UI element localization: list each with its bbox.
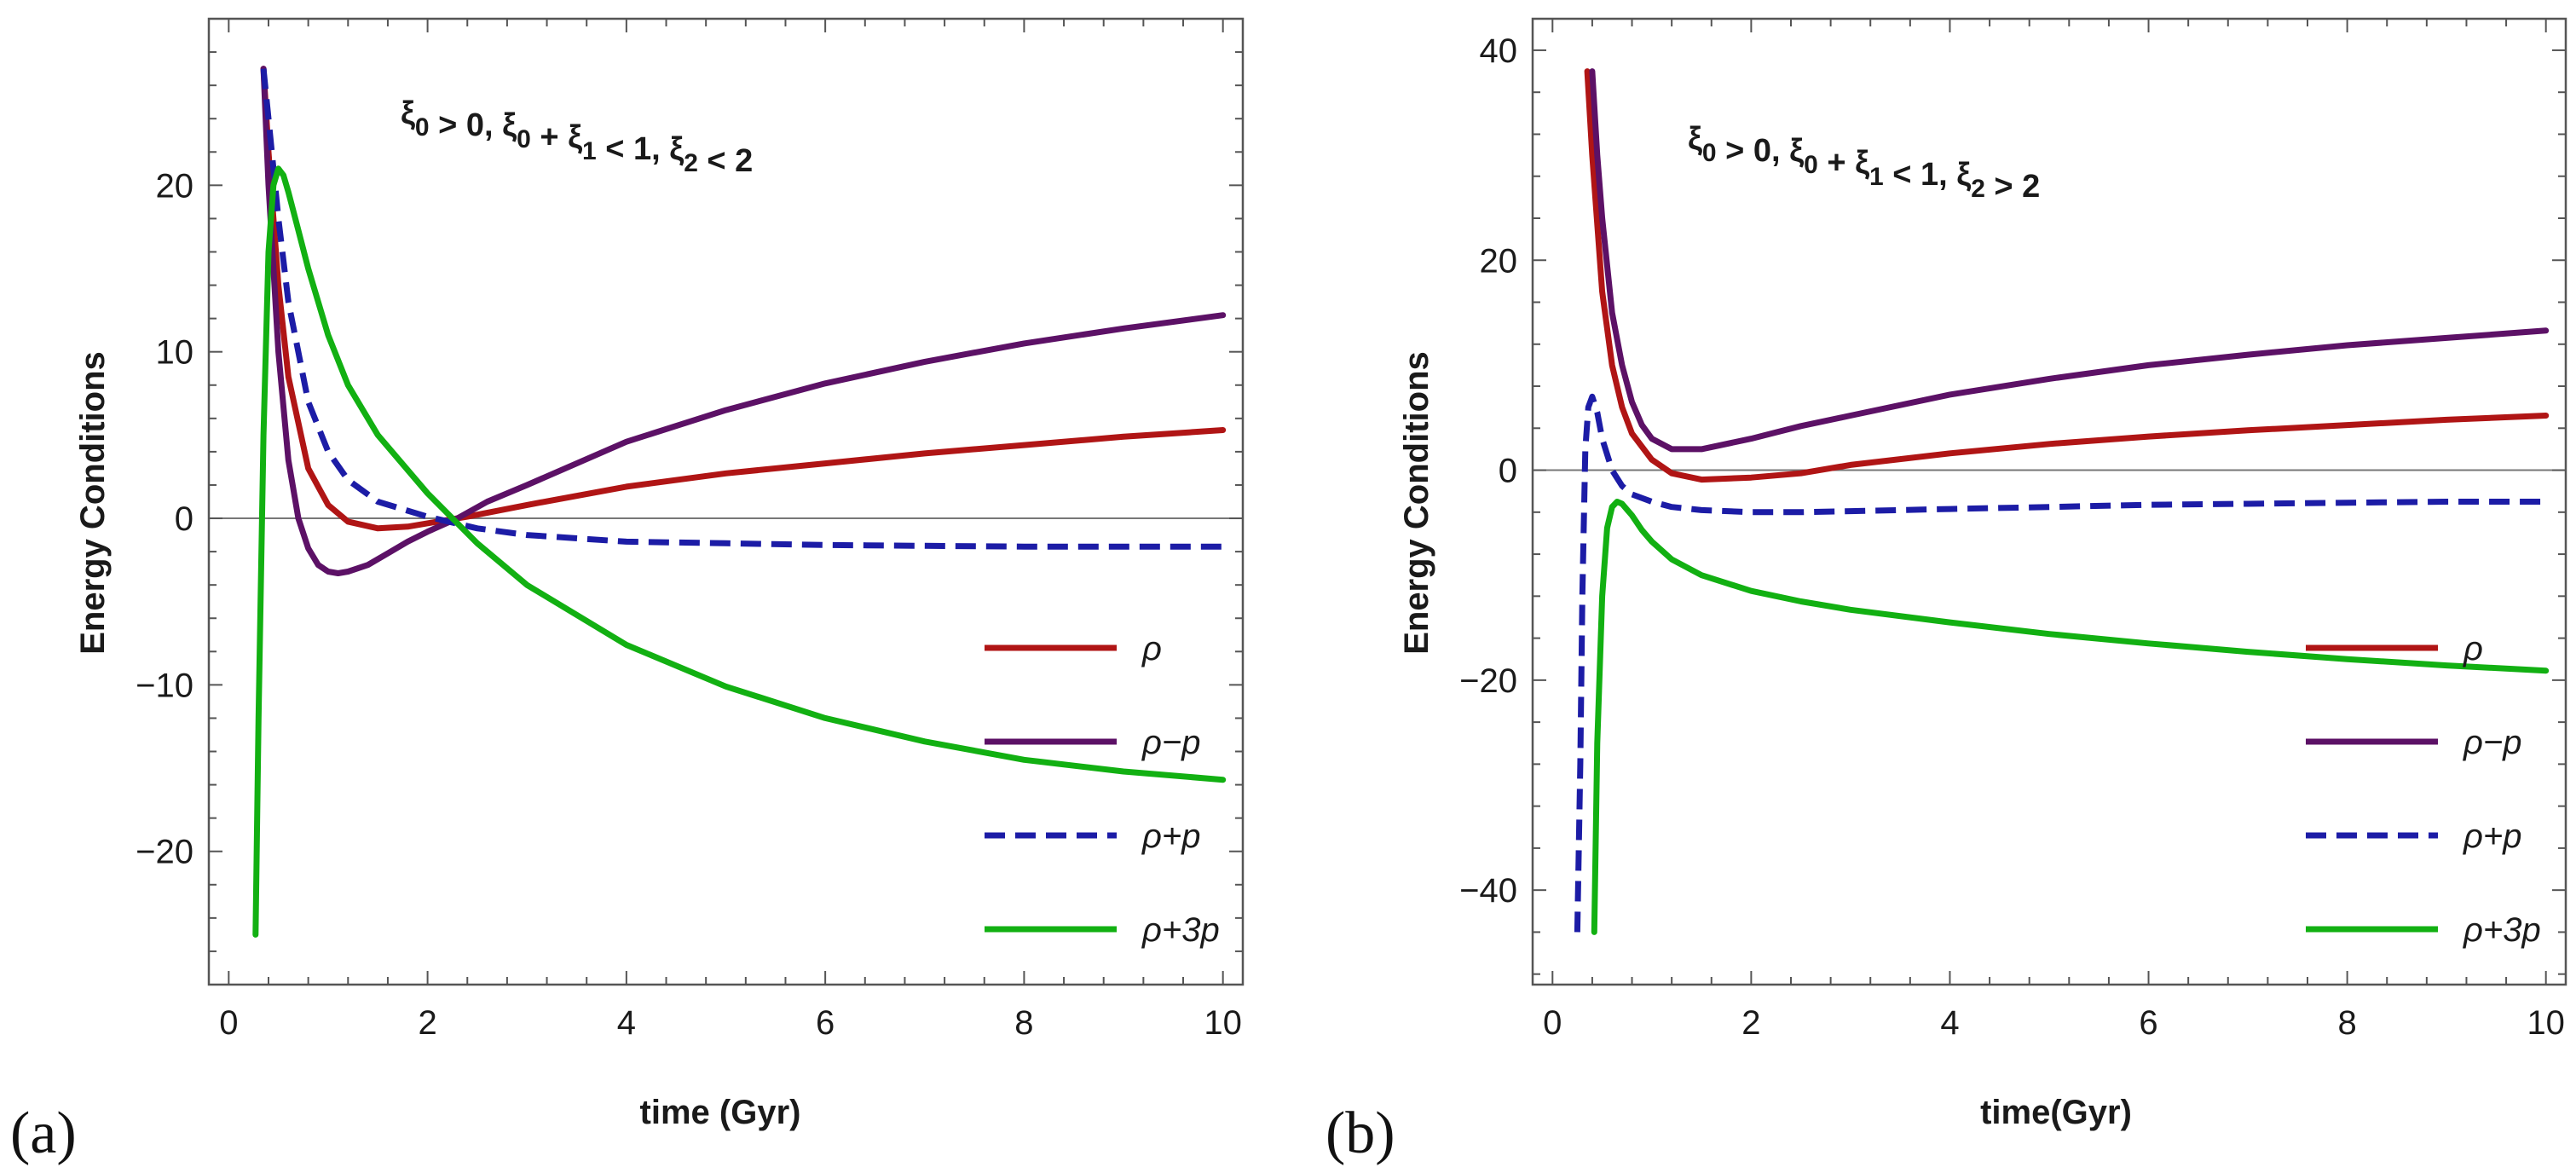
y-axis-label: Energy Conditions — [1398, 351, 1435, 655]
y-tick-label: −20 — [1459, 662, 1517, 700]
x-tick-label: 8 — [2337, 1004, 2356, 1042]
y-tick-label: −10 — [136, 667, 193, 704]
series-line-rho-minus-p — [1589, 68, 2550, 453]
legend-label: ρ+p — [1141, 818, 1201, 855]
panel-label: (a) — [10, 1101, 77, 1166]
condition-annotation: ξ0 > 0, ξ0 + ξ1 < 1, ξ2 > 2 — [1688, 121, 2040, 205]
series-line-rho — [1584, 68, 2550, 483]
panel-label: (b) — [1326, 1101, 1395, 1166]
series-line-rho-plus-p — [260, 68, 1223, 550]
x-tick-label: 2 — [418, 1004, 436, 1042]
plot-frame — [207, 17, 1245, 986]
legend-label: ρ — [1141, 630, 1162, 667]
x-tick-label: 6 — [2139, 1004, 2157, 1042]
y-tick-label: 20 — [156, 167, 194, 205]
series-line-rho-plus-p — [1574, 393, 2546, 933]
y-tick-label: −40 — [1459, 872, 1517, 910]
y-tick-label: −20 — [136, 834, 193, 871]
x-tick-label: 2 — [1741, 1004, 1760, 1042]
legend-label: ρ — [2463, 630, 2483, 667]
condition-annotation: ξ0 > 0, ξ0 + ξ1 < 1, ξ2 < 2 — [401, 95, 753, 179]
y-tick-label: 0 — [1499, 453, 1517, 490]
y-tick-label: 10 — [156, 334, 194, 372]
x-tick-label: 4 — [617, 1004, 636, 1042]
series-line-rho-plus-3p — [252, 165, 1227, 938]
x-tick-label: 4 — [1940, 1004, 1959, 1042]
legend-label: ρ+3p — [2463, 911, 2541, 949]
x-tick-label: 10 — [1204, 1004, 1242, 1042]
series-line-rho — [260, 66, 1227, 532]
y-tick-label: 0 — [175, 500, 193, 538]
y-tick-label: 40 — [1480, 32, 1518, 70]
x-tick-label: 8 — [1014, 1004, 1033, 1042]
x-tick-label: 6 — [816, 1004, 835, 1042]
legend-label: ρ+p — [2463, 818, 2522, 855]
legend-label: ρ+3p — [1141, 911, 1220, 949]
legend: ρ ρ−p ρ+p ρ+3p — [985, 630, 1220, 949]
series-line-rho-minus-p — [260, 66, 1227, 576]
x-tick-label: 0 — [1543, 1004, 1562, 1042]
x-tick-label: 10 — [2527, 1004, 2565, 1042]
legend: ρ ρ−p ρ+p ρ+3p — [2306, 630, 2541, 949]
x-tick-label: 0 — [219, 1004, 238, 1042]
legend-label: ρ−p — [2463, 724, 2522, 761]
series-line-rho-plus-3p — [1591, 499, 2550, 935]
y-axis-label: Energy Conditions — [74, 351, 112, 655]
x-axis-label: time(Gyr) — [1980, 1094, 2132, 1131]
chart-panel-a: 0 2 4 6 8 10 −20 −10 0 10 20 ρ ρ−p ρ+p ρ+3p ξ0 > 0, ξ0 … — [10, 17, 1245, 1166]
legend-label: ρ−p — [1141, 724, 1201, 761]
chart-panel-b: 0 2 4 6 8 10 −40 −20 0 20 40 ρ ρ−p ρ+p ρ+3p ξ0 > 0, ξ0 … — [1326, 17, 2567, 1166]
x-axis-label: time (Gyr) — [640, 1094, 801, 1131]
y-tick-label: 20 — [1480, 242, 1518, 280]
plot-frame — [1531, 17, 2567, 986]
